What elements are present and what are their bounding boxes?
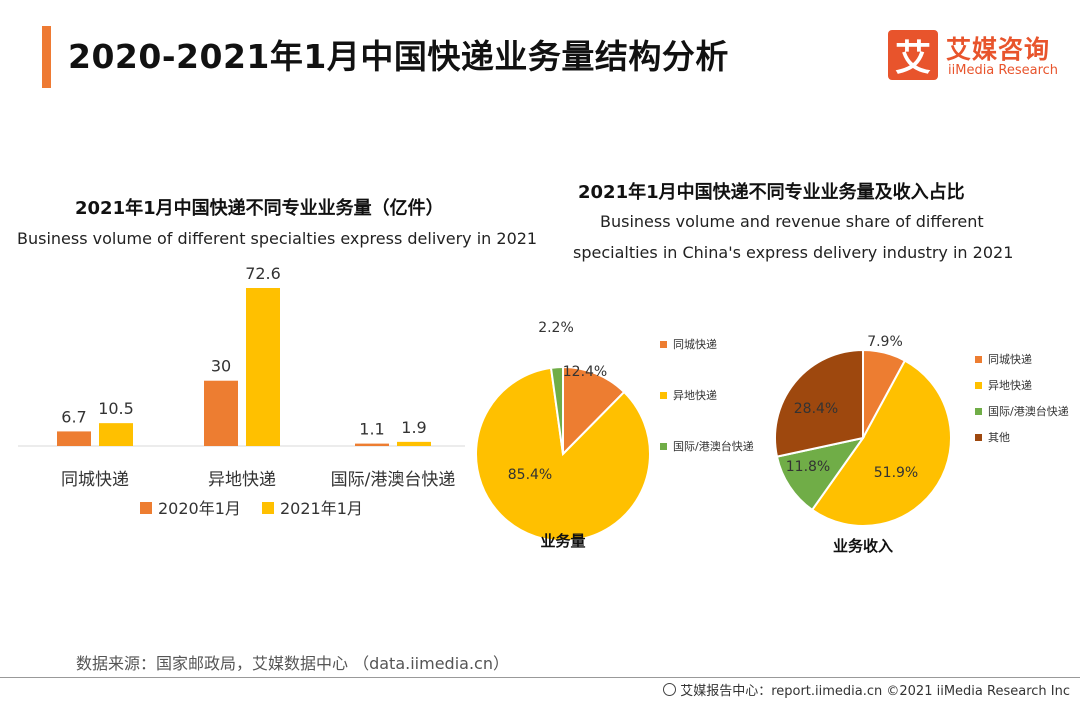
logo-en-text: iiMedia Research [948,63,1059,78]
pie-slice-label: 12.4% [563,364,607,380]
pie-chart-title: 2021年1月中国快递不同专业业务量及收入占比 [578,182,965,203]
pie-legend-swatch [660,443,667,450]
bar-chart-title: 2021年1月中国快递不同专业业务量（亿件） [75,198,444,219]
legend-label: 2020年1月 [158,499,241,518]
pie-slice-label: 7.9% [867,334,903,350]
pie-slice [562,365,626,457]
logo-cn-text: 艾媒咨询 [946,35,1051,64]
pie-chart-subtitle-line1: Business volume and revenue share of dif… [600,212,984,231]
pie-legend-swatch [660,341,667,348]
footer-divider [0,677,1080,678]
pie-legend-label: 同城快递 [673,337,717,351]
pie-slice [774,348,864,458]
pie-slice-label: 11.8% [786,459,830,475]
footer: 艾媒报告中心：report.iimedia.cn ©2021 iiMedia R… [663,680,1070,699]
bar-value-label: 1.1 [359,420,384,439]
legend-swatch [140,502,152,514]
globe-icon [663,683,677,696]
bar-value-label: 1.9 [401,418,426,437]
pie-legend-label: 国际/港澳台快递 [988,404,1069,418]
pie-slice-label: 2.2% [538,320,574,336]
pie-legend-label: 异地快递 [988,378,1032,392]
pie-slice-label: 28.4% [794,401,838,417]
bar-value-label: 30 [211,357,231,376]
bar-2-1 [397,441,431,446]
pie-legend-swatch [975,408,982,415]
page-title: 2020-2021年1月中国快递业务量结构分析 [68,37,729,76]
pie-slice [475,366,651,542]
pie-legend-swatch [975,356,982,363]
pie-slice [549,365,564,455]
iimedia-logo: 艾 艾媒咨询 iiMedia Research [888,30,1068,82]
pie-legend-label: 异地快递 [673,388,717,402]
pie-legend-label: 其他 [988,431,1010,444]
pie-slice-label: 51.9% [874,465,918,481]
footer-text: 艾媒报告中心：report.iimedia.cn ©2021 iiMedia R… [680,684,1070,699]
title-accent-bar [42,26,51,88]
pie-caption: 业务收入 [833,537,893,555]
pie-legend-label: 国际/港澳台快递 [673,439,754,453]
bar-value-label: 6.7 [61,407,86,426]
bar-chart-subtitle: Business volume of different specialties… [17,229,538,248]
bar-0-1 [99,423,133,446]
pie-legend-label: 同城快递 [988,352,1032,366]
data-source: 数据来源：国家邮政局，艾媒数据中心 （data.iimedia.cn） [76,654,509,673]
legend-label: 2021年1月 [280,499,363,518]
category-label: 同城快递 [61,470,129,490]
bar-value-label: 10.5 [98,399,134,418]
bar-1-0 [204,380,238,446]
revenue-pie-chart: 7.9% 51.9% 11.8% 28.4% 同城快递异地快递国际/港澳台快递其他业务收… [774,334,1069,555]
bar-chart: 6.7 10.5 同城快递 30 72.6 异地快递 1.1 1.9 国际/港澳台快递 2020年… [18,264,465,518]
pie-chart-subtitle-line2: specialties in China's express delivery … [573,243,1014,262]
bar-value-label: 72.6 [245,264,281,283]
pie-slice-label: 85.4% [508,467,552,483]
category-label: 异地快递 [208,470,276,490]
legend-swatch [262,502,274,514]
pie-slice [775,436,866,512]
bar-0-0 [57,431,91,446]
logo-mark-icon: 艾 [888,30,938,80]
bar-2-0 [355,443,389,446]
pie-legend-swatch [975,382,982,389]
category-label: 国际/港澳台快递 [331,470,456,490]
pie-legend-swatch [975,434,982,441]
bar-1-1 [246,288,280,446]
pie-legend-swatch [660,392,667,399]
pie-caption: 业务量 [540,532,585,550]
pie-slice [810,359,952,527]
